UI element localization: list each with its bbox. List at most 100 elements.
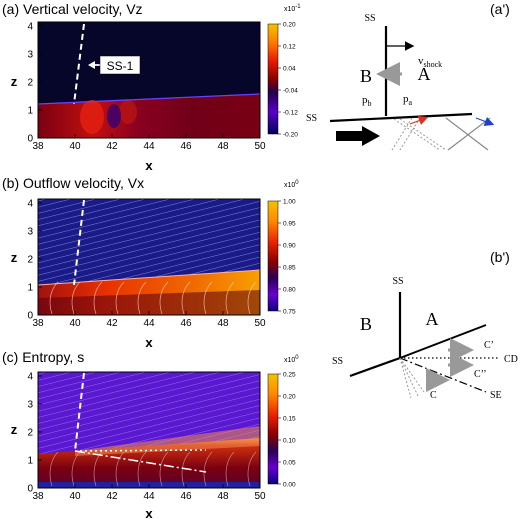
panel-a-annotation-box: [99, 55, 141, 75]
z-tick-label: 2: [27, 78, 33, 89]
diagram-a-flow-arrow: [336, 126, 380, 146]
colorbar-tick-label: 1.00: [283, 199, 296, 206]
diagram-a-layer-boundary: [329, 112, 473, 123]
diagram-b-ss-lower: [349, 356, 401, 378]
diagram-b-label: (b'): [490, 249, 510, 265]
panel-a-hotspot-2: [119, 100, 137, 124]
colorbar-tick-label: 0.90: [283, 243, 296, 250]
panel-b-ticks: 38 40 42 44 46 48 50 0 1 2 3 4: [27, 199, 266, 330]
panel-a-ticks: 38 40 42 44 46 48 50 0 1 2 3 4: [27, 22, 266, 153]
panel-c-ylabel: z: [11, 422, 18, 437]
panel-b-title: (b) Outflow velocity, Vx: [2, 175, 144, 191]
z-tick-label: 2: [27, 255, 33, 266]
x-tick-label: 42: [106, 141, 118, 152]
diagram-b-c: C: [430, 390, 437, 401]
flow-line: [159, 281, 169, 315]
diagram-a-wave-5: [445, 117, 489, 151]
diagram-a-ss-top: SS: [364, 13, 375, 24]
panel-c-colorbar-exponent: x100: [284, 355, 299, 364]
panel-b-colorbar-exponent: x100: [284, 180, 299, 189]
colorbar-tick-label: 0.05: [283, 460, 296, 467]
colorbar-tick-label: -0.20: [283, 132, 298, 139]
colorbar-tick-label: 0.80: [283, 287, 296, 294]
panel-b-shock-line: [73, 199, 85, 286]
diagram-b-wave-1: [399, 357, 425, 393]
x-tick-label: 48: [217, 141, 229, 152]
flow-line: [159, 451, 169, 487]
flow-line: [137, 451, 147, 487]
x-tick-label: 44: [143, 141, 155, 152]
panel-a-annotation: SS-1: [107, 59, 134, 73]
diagram-a-label: (a'): [490, 1, 510, 17]
diagram-b-cd: CD: [504, 354, 518, 365]
panel-a-shock-line: [73, 23, 85, 105]
x-tick-label: 38: [32, 491, 44, 502]
z-tick-label: 1: [27, 106, 33, 117]
diagram-b-ss-left: SS: [332, 356, 343, 367]
colorbar-tick-label: 0.10: [283, 438, 296, 445]
x-tick-label: 50: [254, 491, 266, 502]
flow-line: [93, 281, 103, 315]
diagram-b-ss-top: SS: [392, 276, 403, 287]
diagram-b-region-a: A: [426, 309, 439, 329]
panel-a-coolspot: [107, 104, 121, 128]
diagram-b-wave-3: [399, 357, 412, 399]
z-tick-label: 0: [27, 311, 33, 322]
colorbar-tick-label: 0.20: [283, 22, 296, 29]
z-tick-label: 0: [27, 484, 33, 495]
z-tick-label: 1: [27, 456, 33, 467]
x-tick-label: 50: [254, 318, 266, 329]
panel-c-colorbar: [267, 373, 279, 485]
panel-c-title: (c) Entropy, s: [2, 349, 84, 365]
x-tick-label: 40: [69, 318, 81, 329]
flow-line: [93, 451, 103, 487]
diagram-a-prime: (a') SS vshock B A pb pa SS: [306, 1, 510, 151]
panel-c-xlabel: x: [145, 506, 153, 520]
diagram-b-wave-2: [399, 357, 419, 397]
colorbar-tick-label: 0.15: [283, 416, 296, 423]
z-tick-label: 0: [27, 134, 33, 145]
z-tick-label: 2: [27, 428, 33, 439]
x-tick-label: 40: [69, 491, 81, 502]
panel-a: (a) Vertical velocity, Vz SS-1 38 40 42 44 4…: [2, 1, 301, 173]
colorbar-tick-label: 0.00: [283, 482, 296, 489]
diagram-b-se: SE: [490, 390, 502, 401]
diagram-a-region-b: B: [360, 66, 372, 86]
x-tick-label: 46: [180, 141, 192, 152]
diagram-a-vshock: vshock: [418, 55, 442, 69]
flow-line: [115, 451, 125, 487]
panel-c-mixing-layer: [75, 426, 260, 456]
panel-b-ylabel: z: [11, 250, 18, 265]
x-tick-label: 38: [32, 141, 44, 152]
panel-b-colorbar-ticks: 1.00 0.95 0.90 0.85 0.80 0.75: [278, 199, 296, 316]
panel-a-colorbar-ticks: 0.20 0.12 0.04 -0.04 -0.12 -0.20: [278, 22, 298, 139]
panel-a-annotation-arrowhead: [88, 61, 95, 69]
z-tick-label: 4: [27, 372, 33, 383]
flow-line: [225, 451, 235, 487]
x-tick-label: 40: [69, 141, 81, 152]
panel-a-xlabel: x: [145, 158, 153, 173]
flow-line: [49, 451, 59, 487]
flow-line: [71, 451, 81, 487]
flow-line: [247, 451, 257, 487]
colorbar-tick-label: 0.85: [283, 265, 296, 272]
z-tick-label: 3: [27, 400, 33, 411]
z-tick-label: 4: [27, 22, 33, 33]
colorbar-tick-label: 0.25: [283, 372, 296, 379]
x-tick-label: 48: [217, 318, 229, 329]
panel-a-title: (a) Vertical velocity, Vz: [2, 1, 143, 17]
flow-line: [203, 451, 213, 487]
diagram-b-c-prime: C’: [484, 340, 494, 351]
flow-line: [203, 281, 213, 315]
diagram-a-region-a: A: [418, 64, 431, 84]
panel-c: (c) Entropy, s 38 40 42 44 46 48 50 0 1 2 3 4 x z 0…: [2, 349, 299, 520]
diagram-a-pb: pb: [362, 94, 372, 108]
x-tick-label: 50: [254, 141, 266, 152]
colorbar-tick-label: 0.04: [283, 66, 296, 73]
flow-line: [247, 281, 257, 315]
diagram-a-wave-6: [447, 117, 491, 151]
colorbar-tick-label: 0.20: [283, 394, 296, 401]
panel-c-shock-line: [74, 372, 85, 452]
panel-a-ylabel: z: [11, 74, 18, 89]
